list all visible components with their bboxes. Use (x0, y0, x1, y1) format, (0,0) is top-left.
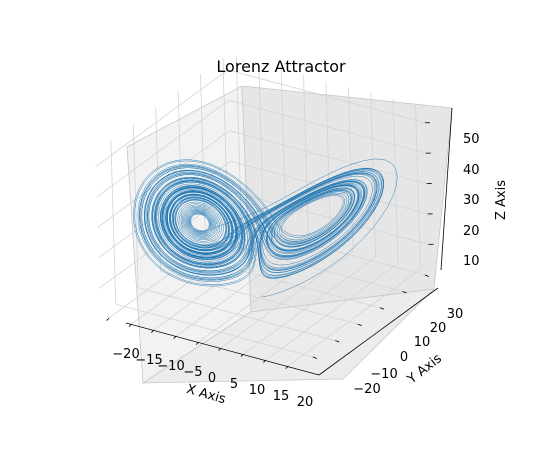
grid-line (153, 232, 287, 331)
chart-title: Lorenz Attractor (216, 57, 346, 76)
tick-mark (195, 341, 199, 345)
grid-line (231, 191, 429, 245)
grid-line (96, 99, 229, 198)
tick-mark (335, 340, 340, 343)
x-tick-label: −20 (112, 347, 139, 362)
grid-line (108, 220, 242, 319)
y-tick-label: −10 (370, 367, 397, 382)
x-tick-label: −5 (183, 365, 202, 380)
x-tick-label: 20 (297, 395, 314, 410)
x-tick-label: 5 (230, 377, 238, 392)
grid-line (227, 69, 426, 124)
grid-line (227, 221, 425, 276)
tick-mark (173, 335, 177, 339)
grid-line (243, 256, 376, 355)
z-tick-label: 10 (463, 254, 480, 269)
z-tick-label: 30 (463, 193, 480, 208)
tick-mark (379, 307, 385, 310)
z-tick-label: 50 (463, 132, 480, 147)
y-tick-label: 0 (400, 350, 408, 365)
y-tick-label: 20 (430, 321, 447, 336)
tick-mark (218, 347, 222, 351)
axes (125, 107, 453, 376)
grid-line (95, 69, 229, 168)
grid-line (229, 130, 427, 184)
tick-mark (357, 323, 362, 327)
tick-mark (263, 359, 267, 363)
tick-mark (312, 356, 318, 359)
tick-mark (240, 353, 244, 357)
x-axis-label: X Axis (185, 382, 228, 408)
x-tick-label: −15 (135, 353, 162, 368)
y-tick-label: 30 (447, 307, 464, 322)
tick-mark (424, 274, 430, 277)
tick-mark (285, 365, 289, 369)
x-tick-label: 0 (208, 371, 216, 386)
tick-mark (128, 323, 132, 327)
grid-line (97, 130, 230, 228)
lorenz-trajectory (133, 158, 398, 297)
z-axis-label: Z Axis (494, 180, 509, 220)
grid-line (205, 238, 403, 292)
tick-mark (151, 329, 155, 333)
y-axis-line (318, 287, 439, 376)
grid-line (138, 287, 336, 341)
grid-line (265, 262, 399, 361)
z-tick-label: 20 (463, 224, 480, 239)
x-tick-label: 10 (249, 383, 266, 398)
y-tick-label: −20 (353, 382, 380, 397)
grid-line (220, 250, 354, 349)
grid-line (287, 268, 421, 367)
tick-mark (106, 317, 110, 321)
x-tick-label: 15 (273, 389, 290, 404)
x-axis-line (125, 322, 320, 376)
x-tick-label: −10 (157, 359, 184, 374)
y-tick-label: 10 (414, 335, 431, 350)
lorenz-series-line (133, 158, 398, 297)
grid-line (160, 270, 358, 325)
y-axis-label: Y Axis (404, 351, 445, 388)
grid-line (115, 303, 313, 358)
grid-line (228, 99, 426, 154)
tick-mark (402, 290, 407, 294)
grid-lines (95, 57, 429, 367)
z-tick-label: 40 (463, 163, 480, 178)
tick-marks (106, 122, 434, 369)
z-axis-line (440, 107, 453, 271)
